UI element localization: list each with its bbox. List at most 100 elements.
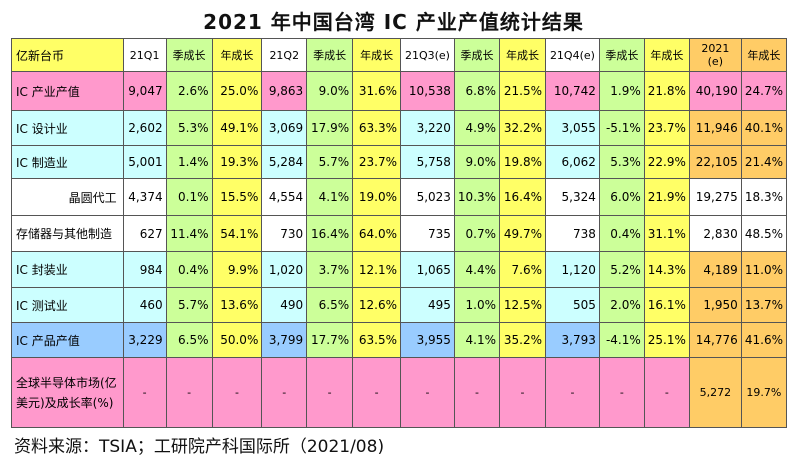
table-cell: 13.7% [740,287,787,323]
table-cell: 4,189 [688,251,742,288]
column-header: 21Q1 [122,38,167,72]
table-cell: 12.5% [499,287,546,323]
table-cell: 49.7% [499,215,546,252]
table-cell: 21.9% [643,178,690,216]
table-cell: 49.1% [211,110,263,146]
table-cell: 3,229 [122,322,167,358]
column-header: 年成长 [499,38,546,72]
column-header: 21Q3(e) [400,38,455,72]
table-cell: 6.8% [453,71,501,111]
column-header: 年成长 [211,38,263,72]
table-cell: 19,275 [688,178,742,216]
table-cell: 19.7% [740,357,787,428]
table-cell: - [400,357,455,428]
table-cell: 730 [261,215,308,252]
table-cell: 16.1% [643,287,690,323]
table-cell: 490 [261,287,308,323]
table-cell: 21.8% [643,71,690,111]
table-cell: 23.7% [352,145,402,179]
table-row: 全球半导体市场(亿美元)及成长率(%) - - - - - - - - - - - -5,272 19.7… [11,357,787,428]
table-cell: 2.0% [598,287,645,323]
table-cell: -5.1% [598,110,645,146]
table-cell: 5,001 [122,145,167,179]
column-header: 21Q4(e) [545,38,600,72]
table-row: IC 制造业 5,001 1.4% 19.3% 5,284 5.7% 23.7% 5,758 9… [11,145,787,179]
source-note: 资料来源：TSIA；工研院产科国际所（2021/08) [14,437,385,457]
table-cell: 19.0% [352,178,402,216]
table-cell: 1,065 [400,251,455,288]
table-cell: 6,062 [545,145,600,179]
table-cell: 63.5% [352,322,402,358]
table-cell: 0.7% [453,215,501,252]
table-cell: 11,946 [688,110,742,146]
table-cell: 6.0% [598,178,645,216]
table-cell: 13.6% [211,287,263,323]
table-cell: 2,602 [122,110,167,146]
table-cell: 25.0% [211,71,263,111]
table-cell: - [211,357,263,428]
table-cell: 17.7% [306,322,354,358]
table-cell: 54.1% [211,215,263,252]
table-row: IC 测试业 460 5.7% 13.6% 490 6.5% 12.6% 495 1.0% 12.… [11,287,787,323]
row-label: 存储器与其他制造 [11,215,124,252]
table-cell: 15.5% [211,178,263,216]
column-header: 21Q2 [261,38,308,72]
table-cell: 1.0% [453,287,501,323]
table-cell: 1.9% [598,71,645,111]
table-cell: 1,020 [261,251,308,288]
column-header: 年成长 [643,38,690,72]
table-cell: 19.8% [499,145,546,179]
table-cell: 2,830 [688,215,742,252]
table-cell: 22,105 [688,145,742,179]
table-cell: 0.4% [165,251,213,288]
table-row: 晶圆代工 4,374 0.1% 15.5% 4,554 4.1% 19.0% 5,023 10.… [11,178,787,216]
table-cell: - [261,357,308,428]
table-cell: 23.7% [643,110,690,146]
row-label: IC 产业产值 [11,71,124,111]
row-label: IC 封装业 [11,251,124,288]
ic-industry-table: 亿新台币 21Q1 季成长 年成长 21Q2 季成长 年成长 21Q3(e) 季成长 年成长 21Q… [11,38,787,428]
table-cell: 9,863 [261,71,308,111]
table-cell: 1,950 [688,287,742,323]
table-cell: 9.9% [211,251,263,288]
table-body: 亿新台币 21Q1 季成长 年成长 21Q2 季成长 年成长 21Q3(e) 季成长 年成长 21Q… [11,38,787,428]
table-cell: 5,284 [261,145,308,179]
table-cell: 627 [122,215,167,252]
table-cell: 7.6% [499,251,546,288]
row-label: 晶圆代工 [11,178,124,216]
table-cell: 4.1% [453,322,501,358]
table-cell: - [122,357,167,428]
table-cell: 22.9% [643,145,690,179]
row-label: IC 产品产值 [11,322,124,358]
table-cell: 18.3% [740,178,787,216]
table-header-row: 亿新台币 21Q1 季成长 年成长 21Q2 季成长 年成长 21Q3(e) 季成长 年成长 21Q… [11,38,787,72]
table-cell: - [453,357,501,428]
table-cell: 19.3% [211,145,263,179]
table-cell: 9.0% [453,145,501,179]
table-cell: 1.4% [165,145,213,179]
table-cell: 738 [545,215,600,252]
column-header: 季成长 [598,38,645,72]
table-cell: 3,069 [261,110,308,146]
table-cell: 3.7% [306,251,354,288]
row-label: IC 设计业 [11,110,124,146]
table-cell: 35.2% [499,322,546,358]
table-row: IC 封装业 984 0.4% 9.9% 1,020 3.7% 12.1% 1,065 4.4%… [11,251,787,288]
table-cell: 5,272 [688,357,742,428]
table-cell: - [598,357,645,428]
table-cell: 5.7% [165,287,213,323]
table-cell: 505 [545,287,600,323]
table-cell: 0.1% [165,178,213,216]
table-cell: 32.2% [499,110,546,146]
table-cell: 3,055 [545,110,600,146]
table-cell: 12.6% [352,287,402,323]
table-cell: - [306,357,354,428]
table-cell: - [499,357,546,428]
table-cell: 50.0% [211,322,263,358]
table-cell: 3,799 [261,322,308,358]
table-cell: - [165,357,213,428]
row-label: IC 制造业 [11,145,124,179]
table-cell: 9,047 [122,71,167,111]
column-header: 2021 (e) [688,38,742,72]
table-cell: 4.1% [306,178,354,216]
